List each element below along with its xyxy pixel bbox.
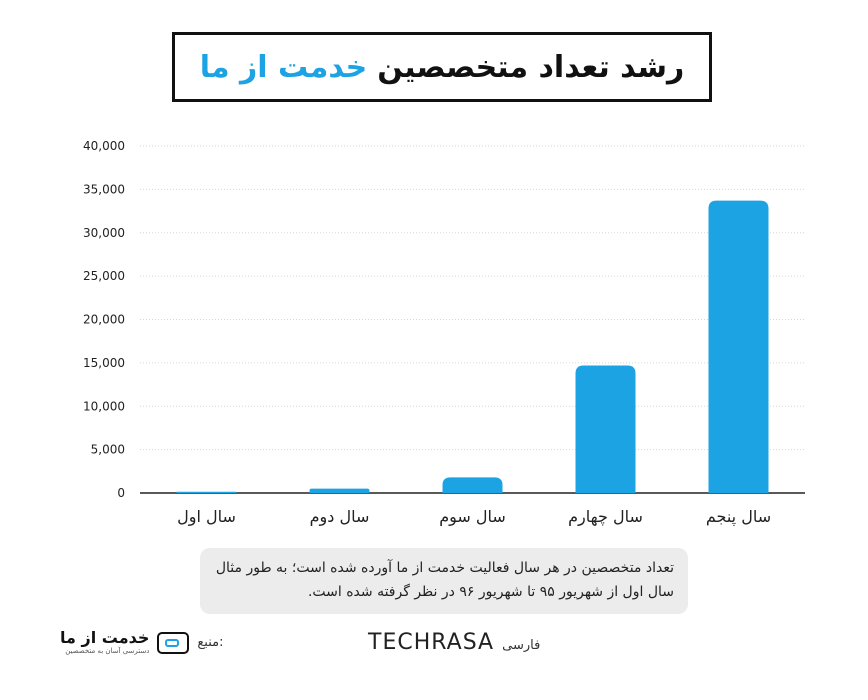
grid-layer bbox=[140, 145, 805, 494]
y-tick-label: 5,000 bbox=[91, 443, 125, 457]
x-tick-label: سال پنجم bbox=[706, 507, 771, 527]
chart-note: تعداد متخصصین در هر سال فعالیت خدمت از م… bbox=[200, 548, 688, 614]
techrasa-credit: TECHRASA فارسی bbox=[368, 630, 540, 655]
bar bbox=[309, 488, 370, 493]
y-tick-label: 20,000 bbox=[83, 313, 125, 327]
source-logo-subtext: دسترسی آسان به متخصصین bbox=[65, 647, 150, 655]
y-tick-label: 15,000 bbox=[83, 356, 125, 370]
x-tick-label: سال اول bbox=[177, 507, 236, 527]
title-main: رشد تعداد متخصصین bbox=[377, 49, 685, 85]
y-axis-ticks: 0 5,000 10,000 15,000 20,000 25,000 30,000 35,0… bbox=[83, 139, 125, 500]
y-tick-label: 40,000 bbox=[83, 139, 125, 153]
y-tick-label: 0 bbox=[117, 486, 125, 500]
y-tick-label: 25,000 bbox=[83, 269, 125, 283]
x-tick-label: سال دوم bbox=[310, 507, 370, 527]
bars-layer bbox=[176, 200, 769, 493]
bar bbox=[708, 200, 769, 493]
source-logo-name: خدمت از ما bbox=[60, 628, 150, 647]
note-text: تعداد متخصصین در هر سال فعالیت خدمت از م… bbox=[215, 560, 674, 600]
x-tick-label: سال چهارم bbox=[568, 507, 643, 527]
chart-title: رشد تعداد متخصصین خدمت از ما bbox=[172, 32, 712, 102]
y-tick-label: 35,000 bbox=[83, 182, 125, 196]
source-credit: خدمت از ما دسترسی آسان به متخصصین منبع: bbox=[60, 630, 224, 655]
x-tick-label: سال سوم bbox=[439, 507, 506, 527]
bar bbox=[442, 477, 503, 493]
x-axis-ticks: سال اول سال دوم سال سوم سال چهارم سال پنجم bbox=[177, 507, 771, 527]
y-tick-label: 10,000 bbox=[83, 399, 125, 413]
source-logo-text: خدمت از ما دسترسی آسان به متخصصین bbox=[60, 630, 149, 655]
bar bbox=[575, 365, 636, 493]
bar bbox=[176, 491, 237, 493]
techrasa-lang: فارسی bbox=[502, 638, 541, 653]
source-logo-icon bbox=[157, 631, 190, 654]
y-tick-label: 30,000 bbox=[83, 226, 125, 240]
techrasa-logo: TECHRASA bbox=[368, 630, 495, 655]
bar-chart: 0 5,000 10,000 15,000 20,000 25,000 30,000 35,0… bbox=[83, 139, 805, 527]
title-highlight: خدمت از ما bbox=[199, 49, 368, 85]
source-label: منبع: bbox=[197, 635, 224, 650]
